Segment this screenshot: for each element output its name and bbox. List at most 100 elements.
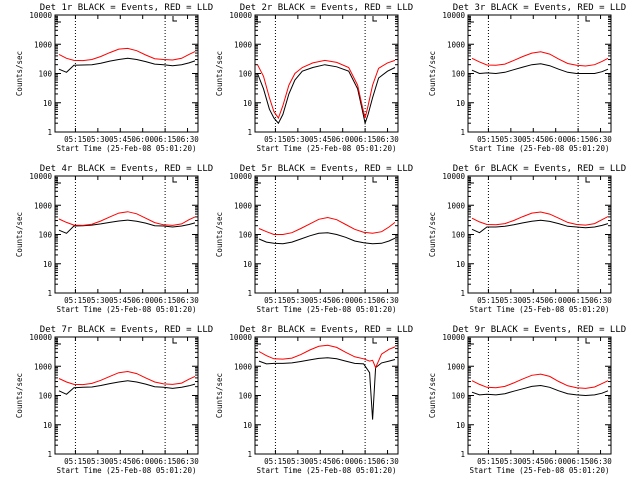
x-axis-label: Start Time (25-Feb-08 05:01:20) (257, 305, 397, 314)
y-tick-label: 1000 (234, 362, 253, 371)
y-tick-label: 100 (38, 231, 52, 240)
lld-series-line (58, 211, 196, 226)
x-tick-label: 05:45 (109, 457, 132, 466)
plot-frame (54, 175, 199, 294)
x-tick-label: 05:45 (309, 296, 332, 305)
x-tick-label: 06:30 (589, 296, 612, 305)
corner-mark (372, 16, 377, 22)
x-tick-label: 05:45 (109, 296, 132, 305)
x-tick-label: 05:30 (500, 135, 523, 144)
x-tick-label: 05:45 (109, 135, 132, 144)
lld-series-line (471, 373, 609, 389)
lld-series-line (257, 59, 396, 120)
events-series-line (471, 63, 609, 75)
y-tick-label: 100 (238, 70, 252, 79)
y-tick-label: 1000 (34, 40, 53, 49)
x-axis-label: Start Time (25-Feb-08 05:01:20) (470, 144, 610, 153)
lld-series-line (58, 370, 196, 386)
corner-mark (56, 178, 61, 184)
lld-series-line (258, 344, 396, 369)
y-tick-label: 10 (456, 260, 466, 269)
corner-mark (256, 339, 261, 345)
x-tick-label: 06:15 (354, 135, 377, 144)
y-tick-label: 10000 (442, 333, 465, 342)
corner-mark (172, 338, 177, 344)
x-tick-label: 06:30 (376, 135, 399, 144)
y-tick-label: 1000 (34, 362, 53, 371)
x-tick-label: 06:15 (154, 296, 177, 305)
x-tick-label: 06:30 (589, 135, 612, 144)
panel-title: Det 7r BLACK = Events, RED = LLD (40, 325, 213, 335)
y-tick-label: 100 (451, 392, 465, 401)
events-series-line (471, 219, 609, 234)
y-tick-label: 100 (451, 231, 465, 240)
y-tick-label: 1 (47, 128, 52, 137)
corner-mark (585, 16, 590, 22)
y-tick-label: 10 (243, 421, 253, 430)
y-tick-label: 100 (238, 231, 252, 240)
x-tick-label: 06:00 (544, 457, 567, 466)
x-tick-label: 06:30 (376, 296, 399, 305)
x-tick-label: 06:15 (354, 457, 377, 466)
y-tick-label: 1000 (447, 201, 466, 210)
corner-mark (172, 16, 177, 22)
y-tick-label: 10000 (229, 172, 252, 181)
x-tick-label: 06:30 (589, 457, 612, 466)
corner-mark (56, 17, 61, 23)
x-tick-label: 05:30 (500, 457, 523, 466)
x-tick-label: 06:15 (567, 135, 590, 144)
y-tick-label: 100 (238, 392, 252, 401)
x-tick-label: 05:45 (522, 135, 545, 144)
panel-title: Det 1r BLACK = Events, RED = LLD (40, 3, 213, 13)
x-tick-label: 05:15 (64, 135, 87, 144)
y-tick-label: 1000 (234, 201, 253, 210)
y-tick-label: 1000 (447, 40, 466, 49)
y-tick-label: 1000 (234, 40, 253, 49)
y-axis-label: Counts/sec (15, 51, 24, 96)
y-tick-label: 10 (43, 421, 53, 430)
x-axis-label: Start Time (25-Feb-08 05:01:20) (257, 466, 397, 475)
x-tick-label: 05:45 (309, 457, 332, 466)
x-axis-label: Start Time (25-Feb-08 05:01:20) (57, 305, 197, 314)
x-tick-label: 05:30 (287, 457, 310, 466)
x-tick-label: 05:30 (287, 135, 310, 144)
y-tick-label: 1 (460, 128, 465, 137)
x-tick-label: 05:45 (309, 135, 332, 144)
x-tick-label: 05:15 (477, 457, 500, 466)
events-series-line (257, 64, 396, 126)
x-tick-label: 05:30 (87, 135, 110, 144)
x-tick-label: 06:30 (376, 457, 399, 466)
y-axis-label: Counts/sec (15, 212, 24, 257)
y-tick-label: 100 (451, 70, 465, 79)
y-tick-label: 10 (43, 260, 53, 269)
y-tick-label: 10000 (229, 11, 252, 20)
y-axis-label: Counts/sec (215, 212, 224, 257)
x-tick-label: 06:00 (544, 296, 567, 305)
corner-mark (585, 338, 590, 344)
corner-mark (469, 17, 474, 23)
lld-series-line (258, 216, 396, 235)
x-tick-label: 06:30 (176, 457, 199, 466)
y-axis-label: Counts/sec (215, 373, 224, 418)
y-tick-label: 1 (460, 289, 465, 298)
y-axis-label: Counts/sec (215, 51, 224, 96)
panel-title: Det 9r BLACK = Events, RED = LLD (453, 325, 626, 335)
x-tick-label: 06:15 (567, 457, 590, 466)
x-tick-label: 05:30 (500, 296, 523, 305)
x-axis-label: Start Time (25-Feb-08 05:01:20) (470, 305, 610, 314)
y-tick-label: 10 (456, 421, 466, 430)
x-tick-label: 05:30 (87, 296, 110, 305)
corner-mark (256, 178, 261, 184)
panel-title: Det 6r BLACK = Events, RED = LLD (453, 164, 626, 174)
corner-mark (256, 17, 261, 23)
y-tick-label: 10 (43, 99, 53, 108)
panel-title: Det 8r BLACK = Events, RED = LLD (240, 325, 413, 335)
events-series-line (258, 357, 396, 420)
y-tick-label: 100 (38, 70, 52, 79)
x-tick-label: 06:30 (176, 296, 199, 305)
panel-title: Det 4r BLACK = Events, RED = LLD (40, 164, 213, 174)
y-tick-label: 10000 (29, 172, 52, 181)
